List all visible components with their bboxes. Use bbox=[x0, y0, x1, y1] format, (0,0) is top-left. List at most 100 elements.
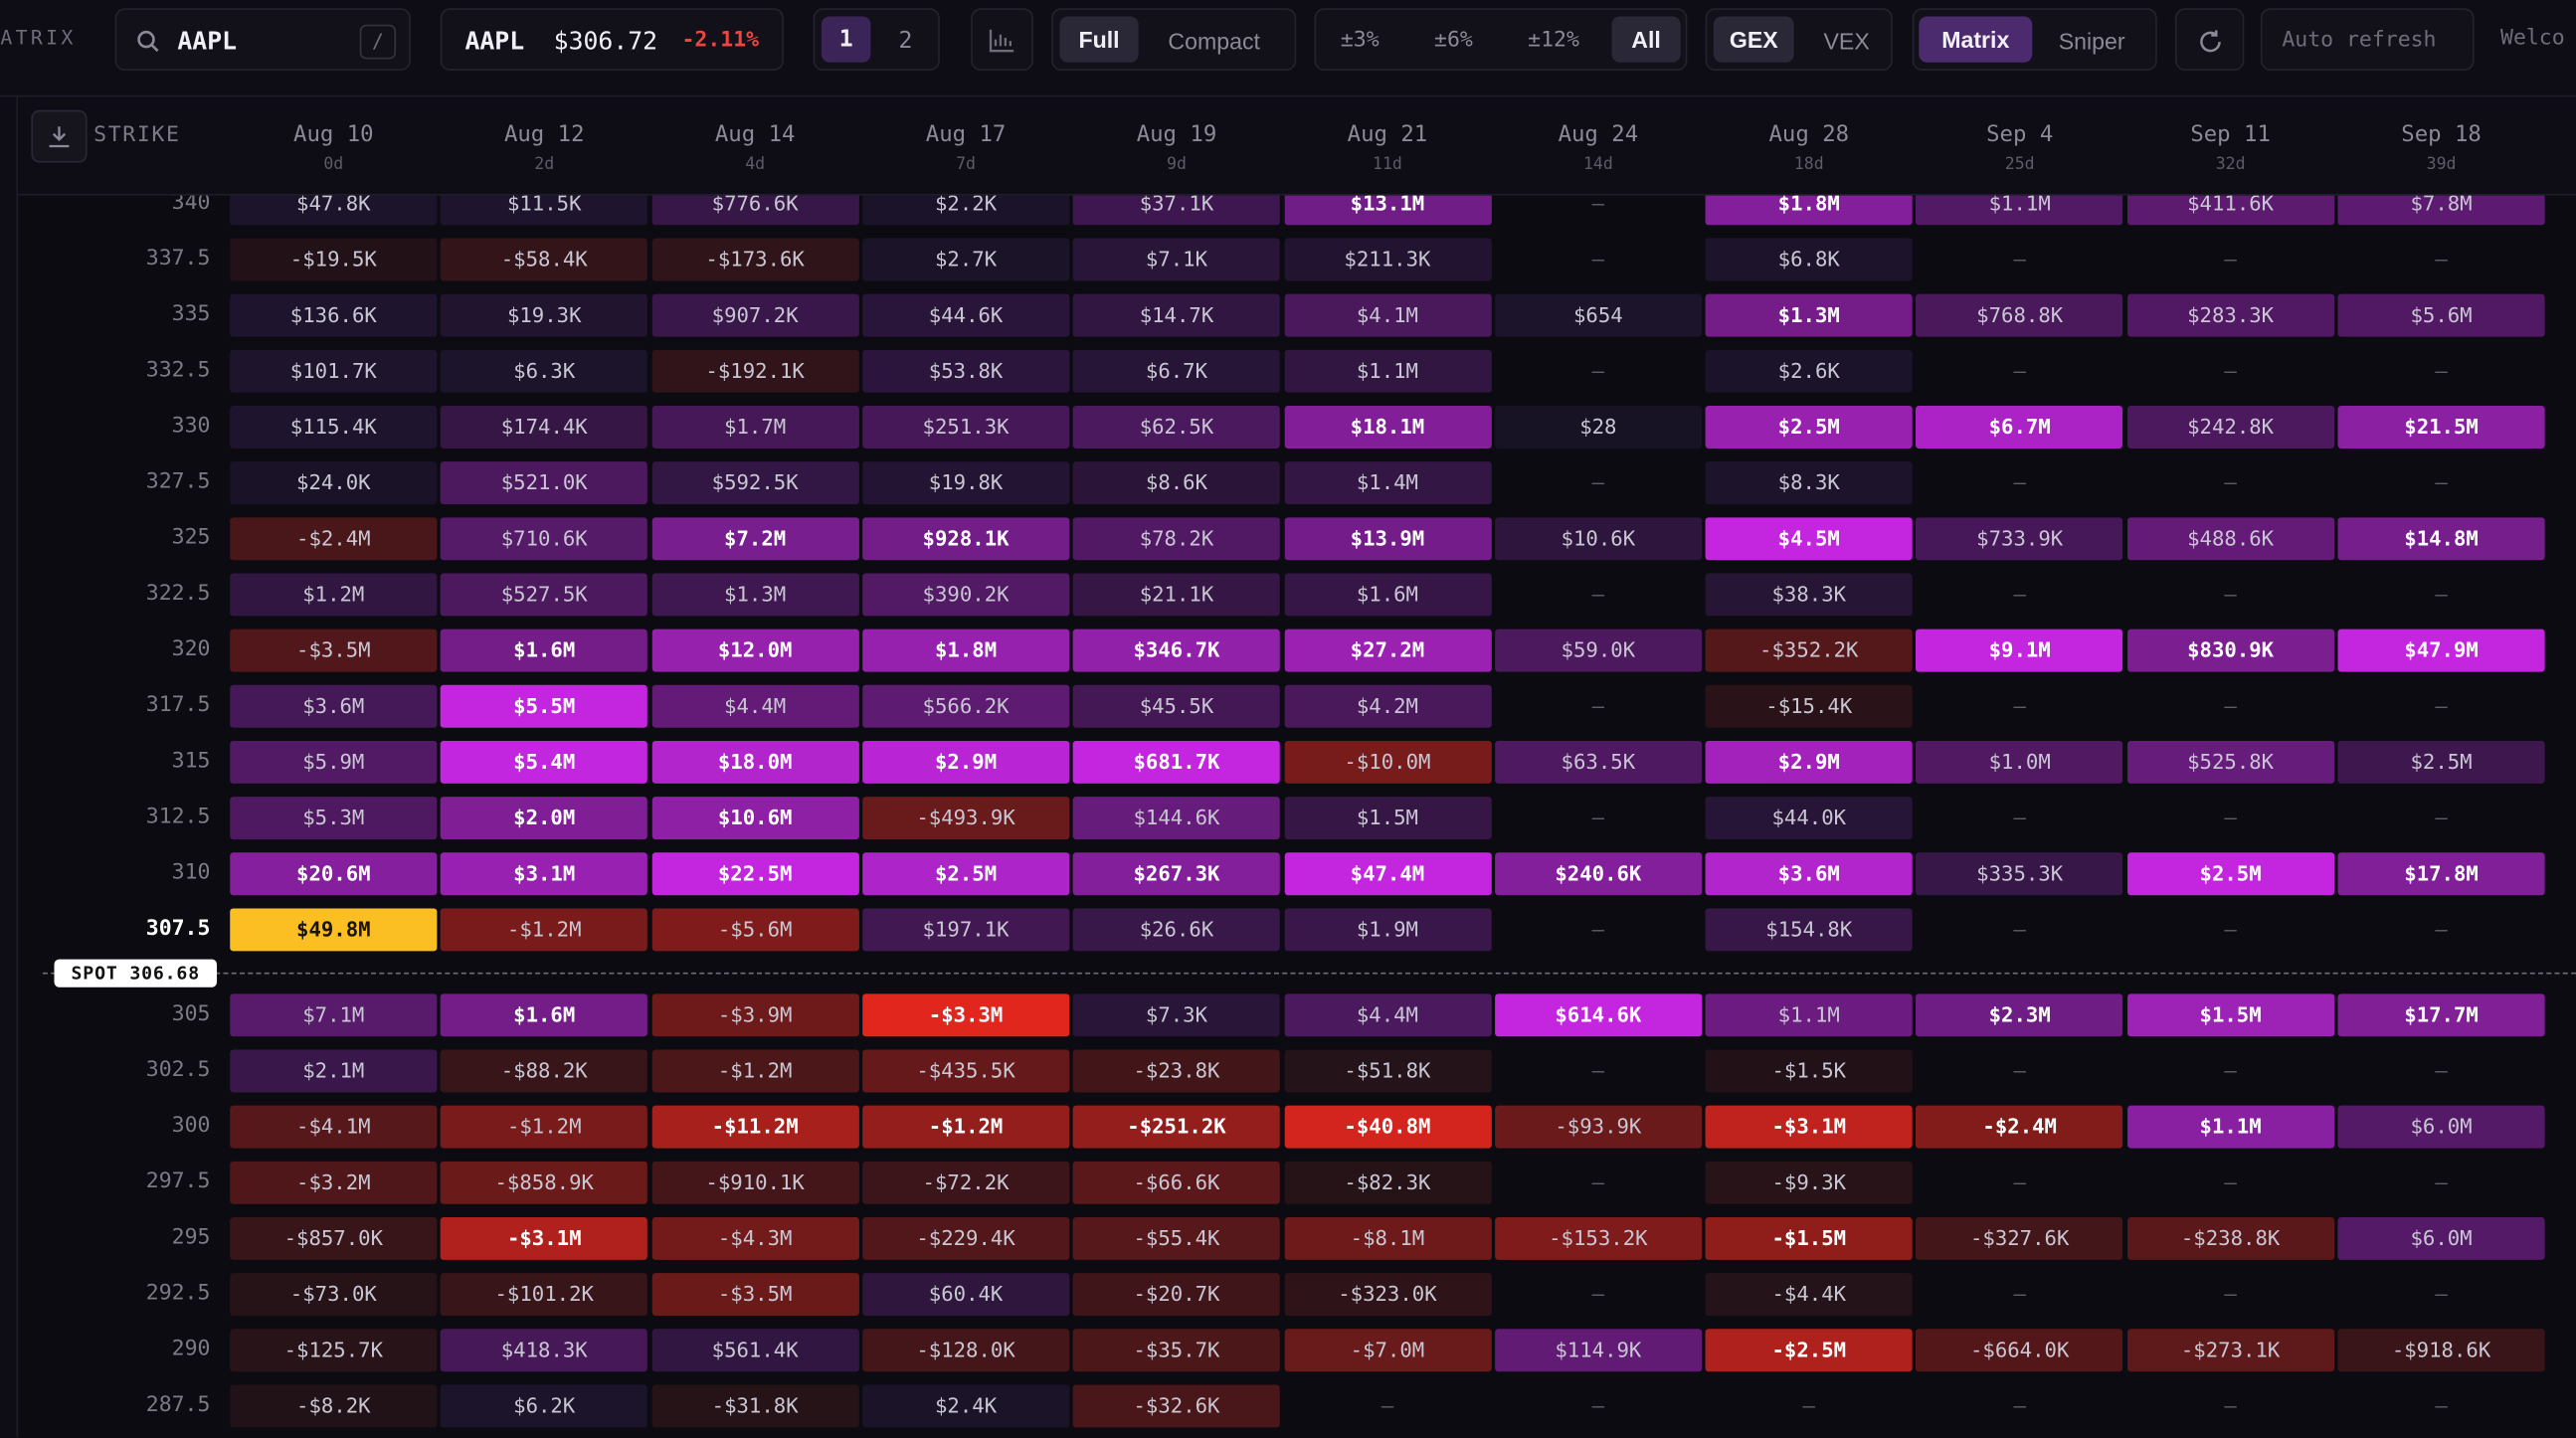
gex-cell: -$101.2K bbox=[441, 1273, 648, 1317]
gex-cell: — bbox=[2224, 581, 2237, 607]
gex-cell: $14.8M bbox=[2337, 517, 2545, 561]
range-button[interactable]: ±6% bbox=[1434, 28, 1473, 53]
strike-header: STRIKE bbox=[93, 122, 181, 148]
gex-cell: $19.3K bbox=[441, 293, 648, 337]
search-icon bbox=[137, 30, 159, 53]
gex-cell: $527.5K bbox=[441, 573, 648, 617]
strike-label: 317.5 bbox=[145, 693, 211, 718]
gex-cell: -$4.4K bbox=[1705, 1273, 1913, 1317]
gex-cell: $14.7K bbox=[1072, 293, 1281, 337]
gex-cell: -$23.8K bbox=[1072, 1049, 1281, 1093]
mode-toggle: Matrix Sniper bbox=[1912, 8, 2157, 72]
gex-cell: — bbox=[2435, 1057, 2448, 1083]
gex-cell: -$125.7K bbox=[230, 1329, 438, 1372]
gex-cell: -$192.1K bbox=[651, 349, 859, 393]
gex-cell: $18.0M bbox=[651, 740, 859, 784]
gex-cell: — bbox=[2224, 1392, 2237, 1418]
view-button[interactable]: Full bbox=[1059, 16, 1139, 63]
column-dte: 18d bbox=[1793, 155, 1824, 175]
gex-cell: — bbox=[2013, 1392, 2026, 1418]
gex-cell: $5.4M bbox=[441, 740, 648, 784]
range-button[interactable]: ±3% bbox=[1340, 28, 1380, 53]
gex-cell: -$1.2M bbox=[441, 1105, 648, 1149]
column-dte: 39d bbox=[2426, 155, 2457, 175]
gex-cell: $17.8M bbox=[2337, 852, 2545, 896]
download-button[interactable] bbox=[31, 109, 88, 163]
gex-cell: — bbox=[1591, 190, 1605, 216]
quote-box: AAPL $306.72 -2.11% bbox=[440, 8, 784, 72]
gex-cell: -$323.0K bbox=[1283, 1273, 1491, 1317]
gex-cell: — bbox=[2224, 1057, 2237, 1083]
gex-cell: $6.7K bbox=[1072, 349, 1281, 393]
range-button[interactable]: All bbox=[1611, 16, 1681, 63]
gex-cell: $525.8K bbox=[2126, 740, 2334, 784]
column-date: Aug 17 bbox=[925, 121, 1007, 148]
gex-cell: $6.7M bbox=[1916, 405, 2123, 449]
gex-cell: — bbox=[2435, 469, 2448, 495]
strike-label: 292.5 bbox=[145, 1281, 211, 1307]
gex-cell: — bbox=[2013, 469, 2026, 495]
page-button[interactable]: 2 bbox=[898, 28, 913, 55]
auto-refresh[interactable]: Auto refresh bbox=[2260, 8, 2475, 72]
gex-cell: $681.7K bbox=[1072, 740, 1281, 784]
view-button[interactable]: Compact bbox=[1168, 28, 1260, 55]
gex-cell: -$5.6M bbox=[651, 908, 859, 952]
gex-cell: $521.0K bbox=[441, 461, 648, 505]
gex-cell: $7.2M bbox=[651, 517, 859, 561]
gex-cell: $2.6K bbox=[1705, 349, 1913, 393]
gex-cell: — bbox=[2013, 1057, 2026, 1083]
search-box[interactable]: AAPL / bbox=[114, 8, 411, 72]
gex-cell: $5.6M bbox=[2337, 293, 2545, 337]
gex-cell: $710.6K bbox=[441, 517, 648, 561]
gex-cell: — bbox=[1591, 1281, 1605, 1307]
range-button[interactable]: ±12% bbox=[1528, 28, 1579, 53]
gex-cell: $5.3M bbox=[230, 797, 438, 840]
mode-button[interactable]: Sniper bbox=[2058, 28, 2125, 55]
metric-button[interactable]: GEX bbox=[1713, 16, 1794, 63]
gex-cell: -$238.8K bbox=[2126, 1216, 2334, 1260]
gex-cell: $1.1M bbox=[1283, 349, 1491, 393]
gex-cell: $7.3K bbox=[1072, 993, 1281, 1037]
gex-cell: -$1.5K bbox=[1705, 1049, 1913, 1093]
gex-cell: -$51.8K bbox=[1283, 1049, 1491, 1093]
strike-label: 305 bbox=[171, 1001, 211, 1027]
chart-icon bbox=[989, 29, 1014, 53]
gex-cell: — bbox=[1591, 581, 1605, 607]
chart-button[interactable] bbox=[971, 8, 1033, 72]
metric-button[interactable]: VEX bbox=[1823, 28, 1870, 55]
gex-cell: — bbox=[2435, 581, 2448, 607]
gex-cell: -$918.6K bbox=[2337, 1329, 2545, 1372]
gex-cell: $6.8K bbox=[1705, 238, 1913, 281]
gex-cell: — bbox=[2435, 1392, 2448, 1418]
gex-cell: — bbox=[2224, 805, 2237, 830]
strike-label: 290 bbox=[171, 1337, 211, 1362]
mode-button[interactable]: Matrix bbox=[1919, 16, 2033, 63]
column-dte: 4d bbox=[745, 155, 766, 175]
page-button[interactable]: 1 bbox=[821, 16, 871, 63]
gex-cell: $10.6M bbox=[651, 797, 859, 840]
column-dte: 32d bbox=[2215, 155, 2246, 175]
gex-cell: — bbox=[1591, 1057, 1605, 1083]
gex-cell: $10.6K bbox=[1494, 517, 1702, 561]
gex-cell: — bbox=[2224, 469, 2237, 495]
gex-cell: -$3.5M bbox=[230, 629, 438, 672]
gex-cell: -$1.2M bbox=[651, 1049, 859, 1093]
gex-cell: $928.1K bbox=[862, 517, 1070, 561]
gex-cell: $6.0M bbox=[2337, 1216, 2545, 1260]
gex-cell: -$153.2K bbox=[1494, 1216, 1702, 1260]
gex-cell: $1.8M bbox=[862, 629, 1070, 672]
gex-cell: — bbox=[2013, 916, 2026, 942]
refresh-button[interactable] bbox=[2174, 8, 2245, 72]
gex-cell: $283.3K bbox=[2126, 293, 2334, 337]
gex-cell: — bbox=[2435, 358, 2448, 383]
gex-cell: -$128.0K bbox=[862, 1329, 1070, 1372]
gex-cell: -$3.9M bbox=[651, 993, 859, 1037]
column-dte: 14d bbox=[1582, 155, 1613, 175]
gex-cell: -$435.5K bbox=[862, 1049, 1070, 1093]
column-date: Sep 18 bbox=[2401, 121, 2482, 148]
strike-label: 310 bbox=[171, 860, 211, 886]
gex-cell: $13.9M bbox=[1283, 517, 1491, 561]
gex-cell: $7.1K bbox=[1072, 238, 1281, 281]
gex-cell: $45.5K bbox=[1072, 684, 1281, 728]
gex-cell: $22.5M bbox=[651, 852, 859, 896]
